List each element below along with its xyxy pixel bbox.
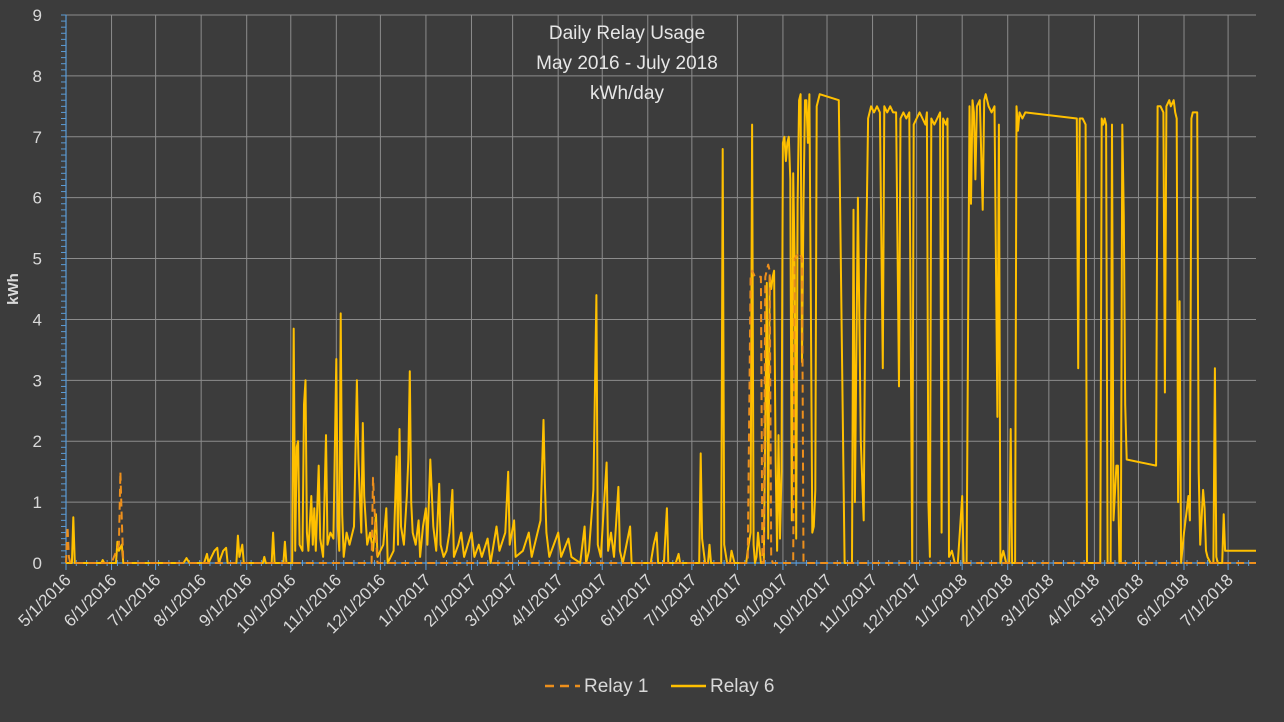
y-tick-label-5: 5 [33, 250, 42, 269]
legend-label-relay-1: Relay 1 [584, 676, 648, 697]
chart-title-line-1: Daily Relay Usage [549, 23, 705, 44]
y-tick-label-7: 7 [33, 128, 42, 147]
y-tick-label-0: 0 [33, 554, 42, 573]
y-tick-label-1: 1 [33, 493, 42, 512]
series-line-relay-6 [66, 93, 1256, 564]
legend: Relay 1 Relay 6 [545, 676, 774, 697]
y-tick-label-8: 8 [33, 67, 42, 86]
series-line-relay-1 [65, 251, 1256, 564]
chart-title-line-3: kWh/day [590, 83, 664, 104]
legend-label-relay-6: Relay 6 [710, 676, 774, 697]
chart-title-line-2: May 2016 - July 2018 [536, 53, 718, 74]
y-tick-label-4: 4 [33, 310, 42, 329]
y-tick-label-2: 2 [33, 432, 42, 451]
legend-item-relay-1: Relay 1 [545, 676, 648, 697]
y-tick-label-3: 3 [33, 371, 42, 390]
chart-title: Daily Relay Usage May 2016 - July 2018 k… [536, 23, 718, 104]
y-tick-label-9: 9 [33, 6, 42, 25]
y-tick-label-6: 6 [33, 189, 42, 208]
y-axis-title: kWh [5, 273, 22, 305]
legend-item-relay-6: Relay 6 [671, 676, 774, 697]
series-lines [65, 93, 1256, 564]
